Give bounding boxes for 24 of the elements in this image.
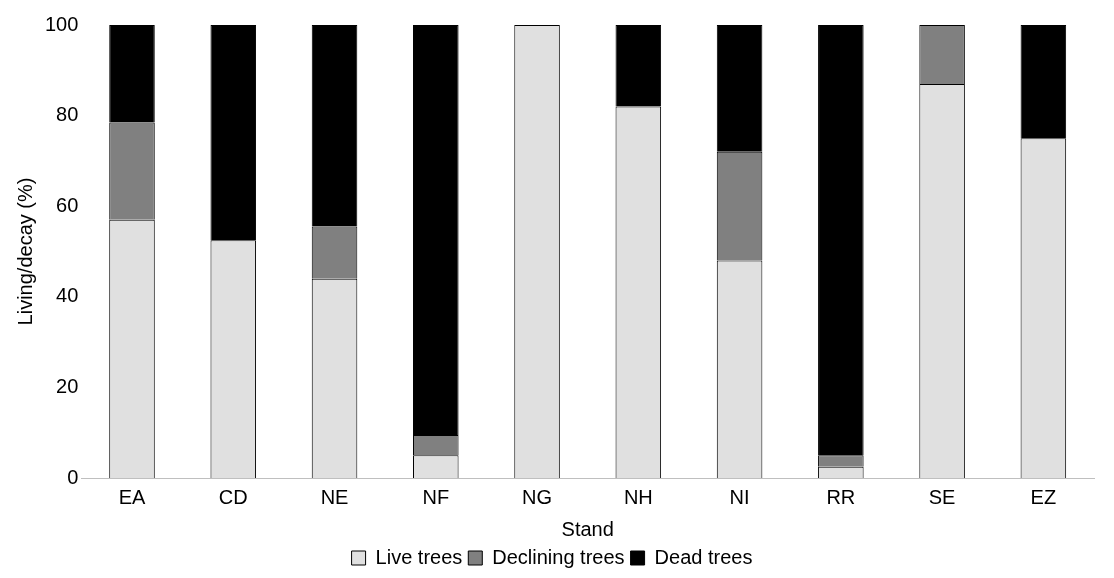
x-tick-label: NI	[729, 485, 750, 508]
x-axis-title: Stand	[561, 517, 614, 540]
y-tick-label: 0	[67, 465, 79, 488]
y-tick-label: 20	[56, 374, 79, 397]
x-tick-label: EA	[118, 485, 146, 508]
legend-label: Declining trees	[492, 545, 625, 568]
bar	[413, 25, 459, 435]
x-tick-label: NF	[422, 485, 450, 508]
legend-label: Live trees	[375, 545, 463, 568]
x-tick-label: EZ	[1030, 485, 1057, 508]
y-tick-label: 80	[56, 103, 79, 126]
legend-label: Dead trees	[654, 545, 753, 568]
x-tick-label: NH	[623, 485, 653, 508]
bar	[818, 25, 864, 456]
x-tick-label: RR	[826, 485, 856, 508]
x-tick-label: NE	[320, 485, 349, 508]
y-tick-label: 100	[44, 12, 79, 35]
x-tick-label: NG	[522, 485, 553, 508]
bar	[109, 25, 155, 123]
y-tick-label: 40	[56, 284, 79, 307]
y-axis-title: Living/decay (%)	[13, 177, 36, 326]
x-tick-label: CD	[218, 485, 248, 508]
y-tick-label: 60	[56, 193, 79, 216]
x-tick-label: SE	[928, 485, 956, 508]
